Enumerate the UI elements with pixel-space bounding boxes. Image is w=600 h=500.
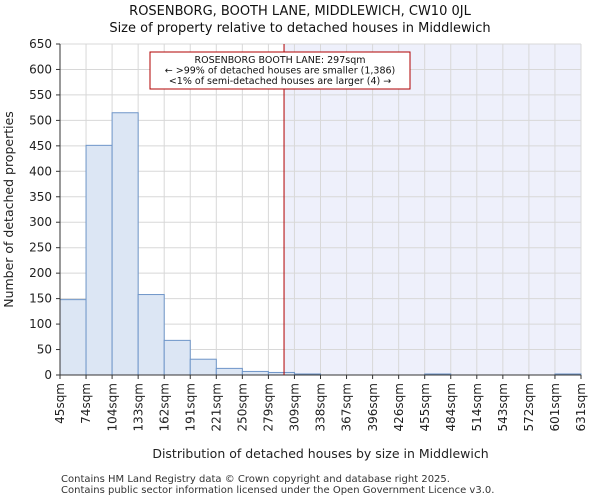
y-tick-label: 450 (29, 139, 52, 153)
x-axis-title: Distribution of detached houses by size … (152, 446, 488, 461)
x-tick-label: 543sqm (496, 383, 510, 431)
x-tick-label: 74sqm (79, 383, 93, 424)
histogram-chart: 0 50 100 150 200 250 300 350 400 450 500 550 600 650 4… (1, 37, 588, 461)
x-tick-label: 279sqm (262, 383, 276, 431)
x-tick-label: 191sqm (183, 383, 197, 431)
y-tick-label: 100 (29, 317, 52, 331)
x-tick-label: 250sqm (236, 383, 250, 431)
histogram-bar (241, 370, 269, 376)
y-tick-label: 400 (29, 164, 52, 178)
x-tick-label: 45sqm (53, 383, 67, 424)
y-tick-label: 300 (29, 215, 52, 229)
x-tick-label: 338sqm (314, 383, 328, 431)
histogram-bar (59, 299, 87, 376)
highlight-region (284, 44, 581, 375)
y-tick-label: 250 (29, 241, 52, 255)
x-tick-label: 514sqm (470, 383, 484, 431)
histogram-bar (111, 112, 139, 376)
y-tick-label: 650 (29, 37, 52, 51)
y-tick-label: 150 (29, 292, 52, 306)
y-tick-label: 0 (44, 368, 52, 382)
y-tick-label: 50 (37, 343, 52, 357)
annotation-line-2: ← >99% of detached houses are smaller (1… (165, 66, 396, 77)
histogram-bar (189, 358, 217, 376)
x-tick-label: 309sqm (288, 383, 302, 431)
x-tick-label: 426sqm (392, 383, 406, 431)
annotation-box (149, 51, 411, 90)
x-tick-label: 396sqm (366, 383, 380, 431)
x-tick-label: 484sqm (444, 383, 458, 431)
x-tick-label: 455sqm (418, 383, 432, 431)
x-tick-label: 631sqm (574, 383, 588, 431)
histogram-bar (85, 144, 113, 376)
y-tick-label: 500 (29, 113, 52, 127)
footer-licence: Contains public sector information licen… (61, 485, 495, 496)
y-axis-title: Number of detached properties (1, 111, 16, 308)
x-tick-label: 601sqm (548, 383, 562, 431)
chart-subtitle: Size of property relative to detached ho… (109, 21, 491, 36)
histogram-bar (163, 339, 191, 376)
y-tick-label: 550 (29, 88, 52, 102)
chart-title: ROSENBORG, BOOTH LANE, MIDDLEWICH, CW10 … (129, 4, 471, 19)
y-tick-label: 600 (29, 62, 52, 76)
histogram-bar (137, 294, 165, 376)
histogram-bar (215, 367, 243, 376)
x-tick-label: 572sqm (522, 383, 536, 431)
x-tick-label: 162sqm (157, 383, 171, 431)
footer-copyright: Contains HM Land Registry data © Crown c… (61, 474, 450, 485)
x-tick-label: 104sqm (105, 383, 119, 431)
x-tick-label: 133sqm (131, 383, 145, 431)
x-tick-label: 367sqm (340, 383, 354, 431)
x-tick-label: 221sqm (210, 383, 224, 431)
y-tick-label: 350 (29, 190, 52, 204)
annotation-line-3: <1% of semi-detached houses are larger (… (169, 76, 391, 87)
annotation-line-1: ROSENBORG BOOTH LANE: 297sqm (194, 55, 365, 66)
y-tick-label: 200 (29, 266, 52, 280)
